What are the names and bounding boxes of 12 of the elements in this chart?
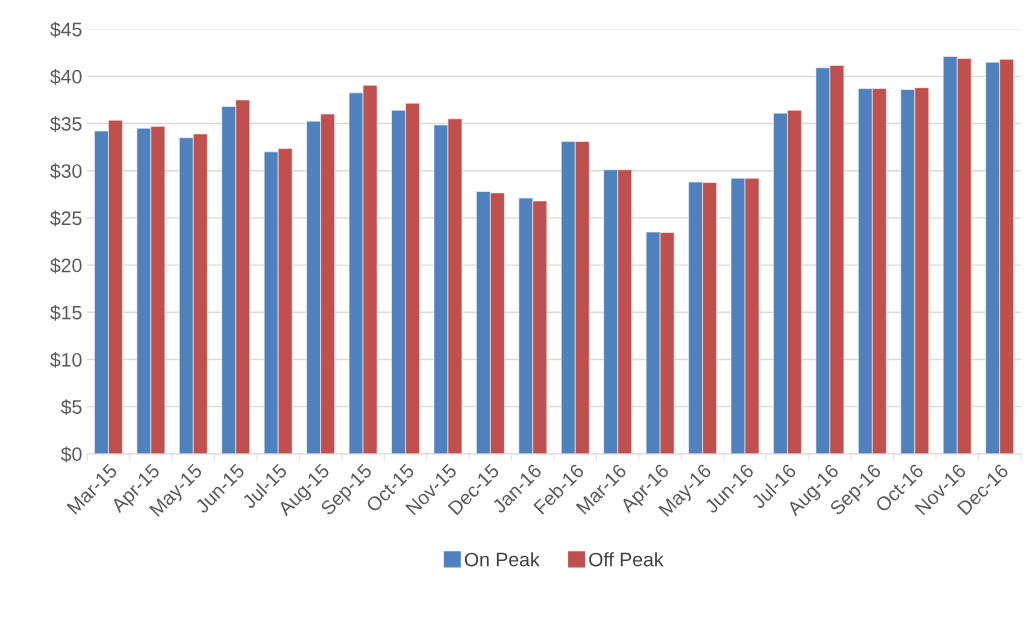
y-tick-label: $5 <box>60 399 82 416</box>
y-tick-label: $10 <box>50 352 82 368</box>
y-tick-label: $40 <box>50 68 82 85</box>
legend-label: Off Peak <box>589 552 664 567</box>
y-tick-label: $20 <box>50 257 82 274</box>
y-tick-label: $35 <box>50 116 82 132</box>
y-tick-label: $15 <box>50 304 82 321</box>
y-tick-label: $30 <box>50 163 82 180</box>
legend-label: On Peak <box>464 552 540 567</box>
y-tick-label: $25 <box>50 210 82 227</box>
y-tick-label: $0 <box>60 446 82 463</box>
y-tick-label: $45 <box>50 21 82 38</box>
